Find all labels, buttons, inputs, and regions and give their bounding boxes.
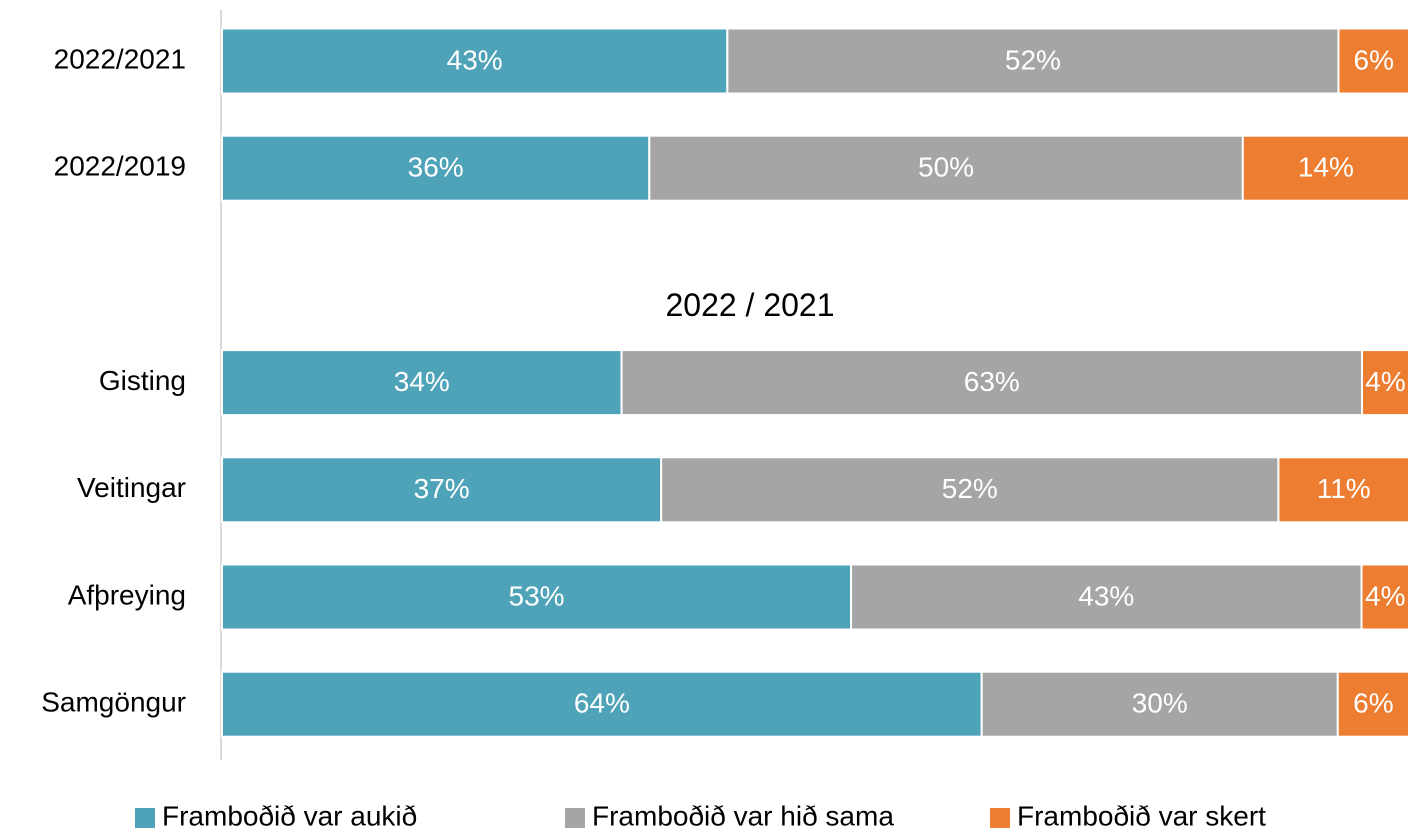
bar-segment <box>1241 134 1409 202</box>
legend-swatch <box>990 808 1010 828</box>
legend-label: Framboðið var skert <box>1017 800 1266 831</box>
data-label: 37% <box>414 473 470 504</box>
data-label: 52% <box>1005 44 1061 75</box>
data-label: 14% <box>1298 152 1354 183</box>
annotation: 2022 / 2021 <box>665 287 834 323</box>
data-label: 43% <box>1078 580 1134 611</box>
legend-swatch <box>135 808 155 828</box>
data-label: 52% <box>942 473 998 504</box>
legend-label: Framboðið var hið sama <box>592 800 894 831</box>
data-label: 6% <box>1353 688 1393 719</box>
legend-label: Framboðið var aukið <box>162 800 417 831</box>
bar-segment <box>221 456 663 524</box>
data-label: 64% <box>574 688 630 719</box>
bar-segment <box>221 563 853 631</box>
data-label: 36% <box>408 152 464 183</box>
y-tick-label: 2022/2021 <box>54 43 186 74</box>
y-tick-label: Samgöngur <box>41 687 186 718</box>
data-label: 6% <box>1354 44 1394 75</box>
bar-segment <box>726 27 1340 95</box>
y-tick-label: 2022/2019 <box>54 151 186 182</box>
bar-segment <box>980 670 1339 738</box>
data-label: 43% <box>447 44 503 75</box>
data-label: 63% <box>964 366 1020 397</box>
bar-segment <box>1337 27 1409 95</box>
data-label: 4% <box>1365 580 1405 611</box>
data-label: 30% <box>1132 688 1188 719</box>
data-label: 34% <box>394 366 450 397</box>
legend-swatch <box>565 808 585 828</box>
y-tick-label: Gisting <box>99 365 186 396</box>
bar-segment <box>1360 563 1409 631</box>
bar-segment <box>1336 670 1409 738</box>
data-label: 53% <box>509 580 565 611</box>
data-label: 50% <box>918 152 974 183</box>
bar-segment <box>221 670 983 738</box>
bar-segment <box>1277 456 1409 524</box>
y-tick-label: Veitingar <box>77 472 186 503</box>
data-label: 11% <box>1317 473 1371 504</box>
data-label: 4% <box>1365 366 1405 397</box>
bar-segment <box>1360 349 1409 417</box>
y-tick-label: Afþreying <box>68 579 186 610</box>
